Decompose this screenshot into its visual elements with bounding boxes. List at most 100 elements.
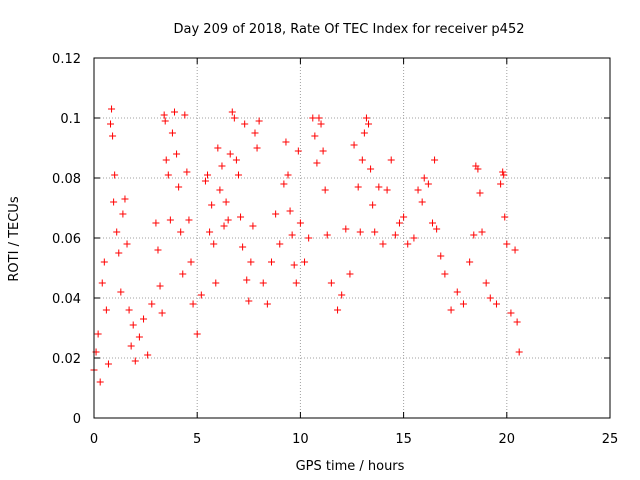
data-point	[511, 246, 519, 254]
data-point	[253, 144, 261, 152]
data-point	[109, 132, 117, 140]
data-point	[224, 216, 232, 224]
data-point	[354, 183, 362, 191]
data-point	[117, 288, 125, 296]
data-point	[201, 177, 209, 185]
data-point	[125, 306, 133, 314]
data-point	[500, 171, 508, 179]
data-point	[503, 240, 511, 248]
data-point	[102, 306, 110, 314]
data-point	[107, 120, 115, 128]
data-point	[478, 228, 486, 236]
data-point	[239, 243, 247, 251]
data-point	[360, 129, 368, 137]
data-point	[197, 291, 205, 299]
data-point	[160, 111, 168, 119]
data-point	[212, 279, 220, 287]
y-tick-label: 0.02	[52, 352, 81, 367]
data-point	[346, 270, 354, 278]
data-point	[218, 162, 226, 170]
data-point	[334, 306, 342, 314]
data-point	[305, 234, 313, 242]
data-point	[123, 240, 131, 248]
data-point	[428, 219, 436, 227]
data-point	[313, 159, 321, 167]
data-point	[499, 168, 507, 176]
data-point	[418, 198, 426, 206]
data-point	[140, 315, 148, 323]
data-point	[501, 213, 509, 221]
data-point	[127, 342, 135, 350]
data-point	[286, 207, 294, 215]
data-point	[474, 165, 482, 173]
data-point	[375, 183, 383, 191]
data-point	[247, 258, 255, 266]
data-point	[175, 183, 183, 191]
y-tick-labels: 0 0.02 0.04 0.06 0.08 0.1 0.12	[52, 52, 81, 427]
data-point	[290, 261, 298, 269]
data-point	[158, 309, 166, 317]
data-point	[268, 258, 276, 266]
data-point	[108, 105, 116, 113]
data-point	[251, 129, 259, 137]
data-point	[323, 231, 331, 239]
data-point	[226, 150, 234, 158]
data-point	[263, 300, 271, 308]
data-point	[164, 171, 172, 179]
data-point	[110, 198, 118, 206]
data-point	[379, 240, 387, 248]
data-point	[410, 234, 418, 242]
data-point	[148, 300, 156, 308]
y-tick-label: 0.12	[52, 52, 81, 67]
data-point	[365, 120, 373, 128]
data-point	[241, 120, 249, 128]
data-point	[94, 330, 102, 338]
data-point	[173, 150, 181, 158]
data-point	[284, 171, 292, 179]
data-point	[177, 228, 185, 236]
data-point	[342, 225, 350, 233]
data-point	[214, 144, 222, 152]
plot-frame	[93, 57, 611, 419]
data-point	[391, 231, 399, 239]
data-point	[315, 114, 323, 122]
y-tick-label: 0.06	[52, 232, 81, 247]
data-point	[476, 189, 484, 197]
data-point	[154, 246, 162, 254]
data-point	[152, 219, 160, 227]
data-point	[166, 216, 174, 224]
data-point	[237, 213, 245, 221]
data-point	[395, 219, 403, 227]
data-point	[234, 171, 242, 179]
data-point	[400, 213, 408, 221]
data-point	[259, 279, 267, 287]
data-point	[100, 258, 108, 266]
data-point	[367, 165, 375, 173]
data-point	[371, 228, 379, 236]
data-point	[189, 300, 197, 308]
data-point	[119, 210, 127, 218]
data-point	[292, 279, 300, 287]
data-point	[515, 348, 523, 356]
data-point	[431, 156, 439, 164]
data-point	[183, 168, 191, 176]
x-tick-label: 0	[90, 432, 98, 447]
data-point	[362, 114, 370, 122]
data-point	[170, 108, 178, 116]
data-point	[121, 195, 129, 203]
data-point	[433, 225, 441, 233]
data-point	[383, 186, 391, 194]
data-point	[156, 282, 164, 290]
data-point	[327, 279, 335, 287]
data-point	[441, 270, 449, 278]
data-point	[96, 378, 104, 386]
data-point	[513, 318, 521, 326]
data-point	[437, 252, 445, 260]
data-point	[98, 279, 106, 287]
data-point	[204, 171, 212, 179]
data-point	[356, 228, 364, 236]
data-point	[321, 186, 329, 194]
data-point	[294, 147, 302, 155]
data-point	[280, 180, 288, 188]
data-point	[507, 309, 515, 317]
